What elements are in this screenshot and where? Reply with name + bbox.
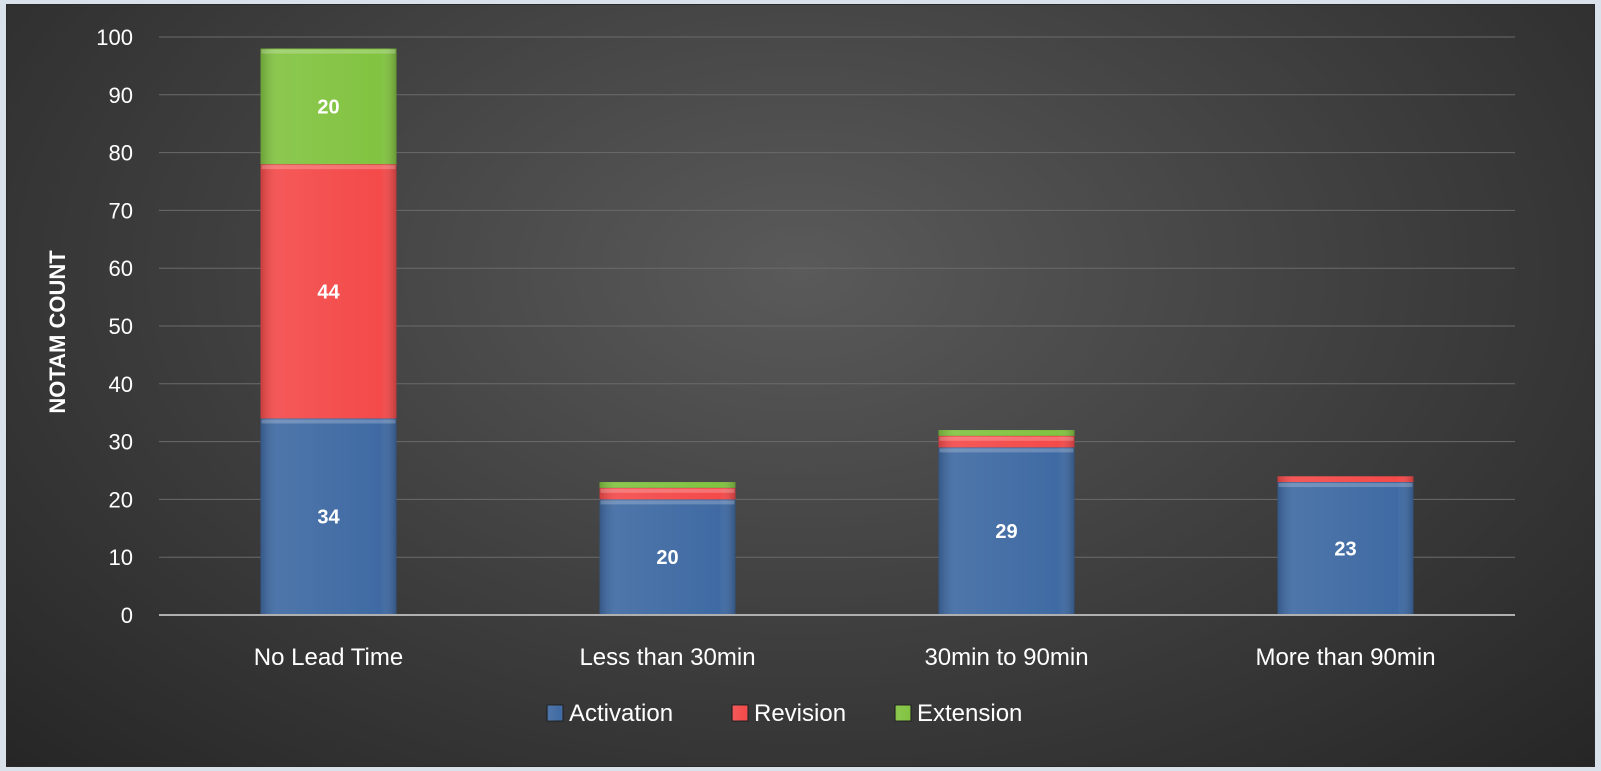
bar-shading xyxy=(260,48,397,165)
legend: Activation Revision Extension xyxy=(546,700,1022,727)
x-axis: No Lead Time Less than 30min 30min to 90mi… xyxy=(159,614,1515,671)
legend-label: Extension xyxy=(917,700,1022,727)
x-tick-label: No Lead Time xyxy=(254,644,403,671)
legend-swatch-shading xyxy=(547,705,563,721)
y-tick-label: 40 xyxy=(109,372,133,397)
bar-shading xyxy=(938,435,1075,448)
bar-bevel xyxy=(600,488,735,493)
y-tick-label: 50 xyxy=(109,314,133,339)
bar-shading xyxy=(599,482,736,488)
data-label-activation-3: 23 xyxy=(1334,539,1356,561)
stacked-bar-chart: 0 10 20 30 40 50 60 70 80 90 100 34 44 20 20 29 23 No L… xyxy=(45,25,1515,727)
x-tick-label: 30min to 90min xyxy=(924,644,1088,671)
bar-shading xyxy=(1277,476,1414,483)
legend-label: Revision xyxy=(754,700,846,727)
bar-bevel xyxy=(261,165,396,170)
data-label-extension-0: 20 xyxy=(317,96,339,118)
bar-shading xyxy=(599,487,736,500)
bar-bevel xyxy=(1278,483,1413,488)
bar-shading xyxy=(938,447,1075,615)
bars xyxy=(260,48,1414,615)
legend-label: Activation xyxy=(569,700,673,727)
legend-item-activation: Activation xyxy=(546,700,673,727)
y-tick-label: 30 xyxy=(109,430,133,455)
y-tick-label: 90 xyxy=(109,83,133,108)
bar-bevel xyxy=(261,419,396,424)
legend-swatch-shading xyxy=(895,705,911,721)
bar-shading xyxy=(260,418,397,615)
bar-bevel xyxy=(261,49,396,54)
bar-bevel xyxy=(600,500,735,505)
y-tick-label: 60 xyxy=(109,256,133,281)
chart-frame: 0 10 20 30 40 50 60 70 80 90 100 34 44 20 20 29 23 No L… xyxy=(6,4,1595,767)
x-tick-label: More than 90min xyxy=(1255,644,1435,671)
data-labels: 34 44 20 20 29 23 xyxy=(317,96,1356,569)
y-tick-label: 70 xyxy=(109,198,133,223)
x-tick-label: Less than 30min xyxy=(579,644,755,671)
y-axis: 0 10 20 30 40 50 60 70 80 90 100 xyxy=(96,25,133,628)
data-label-activation-0: 34 xyxy=(317,507,340,529)
legend-item-extension: Extension xyxy=(894,700,1022,727)
y-tick-label: 10 xyxy=(109,545,133,570)
bar-bevel xyxy=(939,448,1074,453)
data-label-activation-1: 20 xyxy=(656,547,678,569)
bar-shading xyxy=(1277,482,1414,615)
y-tick-label: 0 xyxy=(121,603,133,628)
data-label-revision-0: 44 xyxy=(317,281,340,303)
data-label-activation-2: 29 xyxy=(995,521,1017,543)
legend-item-revision: Revision xyxy=(731,700,846,727)
bar-bevel xyxy=(939,436,1074,441)
bar-shading xyxy=(260,164,397,419)
bar-shading xyxy=(599,499,736,615)
y-tick-label: 80 xyxy=(109,141,133,166)
y-axis-title: NOTAM COUNT xyxy=(45,250,70,414)
legend-swatch-shading xyxy=(732,705,748,721)
y-tick-label: 100 xyxy=(96,25,133,50)
bar-shading xyxy=(938,430,1075,436)
y-tick-label: 20 xyxy=(109,487,133,512)
